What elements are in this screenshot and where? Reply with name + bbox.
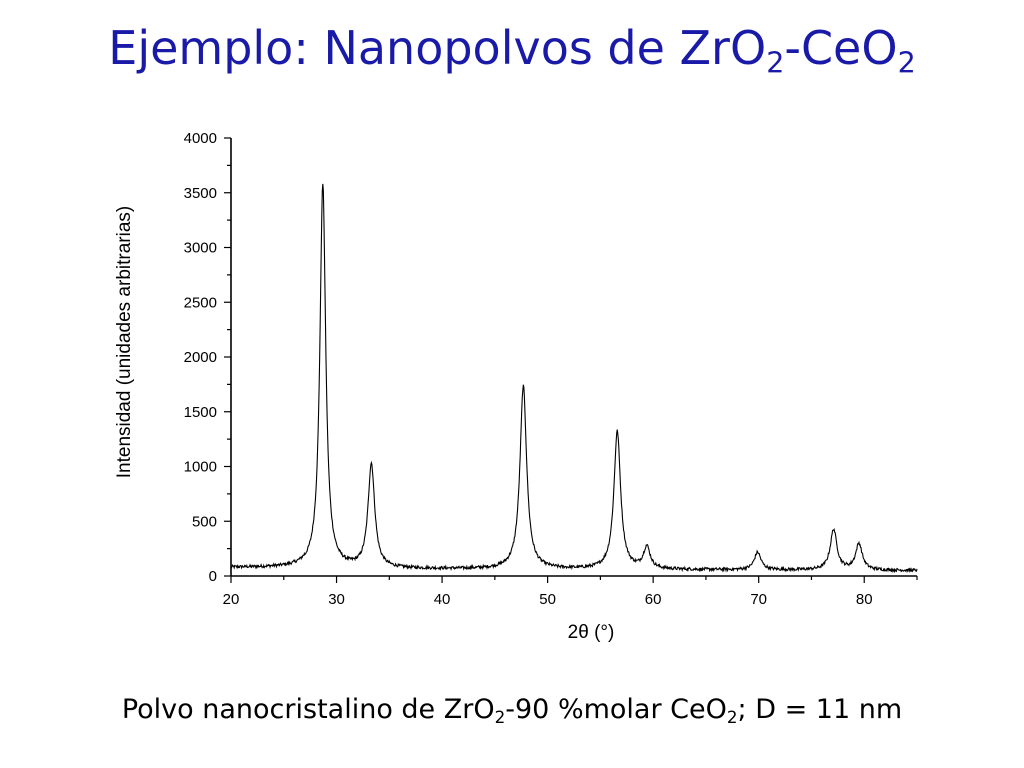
y-tick-label: 3500 [184, 185, 217, 202]
x-tick-label: 30 [328, 591, 345, 608]
x-tick-label: 80 [856, 591, 873, 608]
title-subscript-ceo2: 2 [897, 46, 916, 80]
diffraction-pattern-line [230, 183, 918, 574]
caption-text: Polvo nanocristalino de ZrO [121, 694, 495, 725]
y-tick-label: 500 [192, 513, 217, 530]
x-tick-label: 20 [223, 591, 240, 608]
y-tick-label: 1500 [184, 404, 217, 421]
y-tick-label: 1000 [184, 459, 217, 476]
x-tick-label: 60 [645, 591, 662, 608]
y-tick-label: 2500 [184, 294, 217, 311]
title-subscript-zro2: 2 [766, 46, 785, 80]
x-tick-label: 40 [434, 591, 451, 608]
caption-text-ceo: -90 %molar CeO [505, 694, 727, 725]
caption-text-size: ; D = 11 nm [737, 694, 903, 725]
y-tick-label: 3000 [184, 240, 217, 257]
x-tick-label: 70 [750, 591, 767, 608]
slide-title: Ejemplo: Nanopolvos de ZrO2-CeO2 [0, 18, 1024, 78]
x-axis-label: 2θ (°) [568, 622, 615, 643]
x-tick-label: 50 [539, 591, 556, 608]
chart-ticks: 20 30 40 50 60 70 80 0 500 1000 1500 2000 2500 3000 35… [184, 130, 918, 608]
title-text: Ejemplo: Nanopolvos de ZrO [108, 21, 767, 75]
y-tick-label: 4000 [184, 130, 217, 147]
figure-caption: Polvo nanocristalino de ZrO2-90 %molar C… [0, 690, 1024, 730]
y-tick-label: 2000 [184, 349, 217, 366]
chart-axes [230, 138, 917, 577]
caption-subscript-ceo2: 2 [726, 707, 738, 728]
title-text-ceo: -CeO [784, 21, 898, 75]
y-tick-label: 0 [209, 568, 217, 585]
caption-subscript-zro2: 2 [494, 707, 506, 728]
y-axis-label: Intensidad (unidades arbitrarias) [114, 206, 135, 479]
